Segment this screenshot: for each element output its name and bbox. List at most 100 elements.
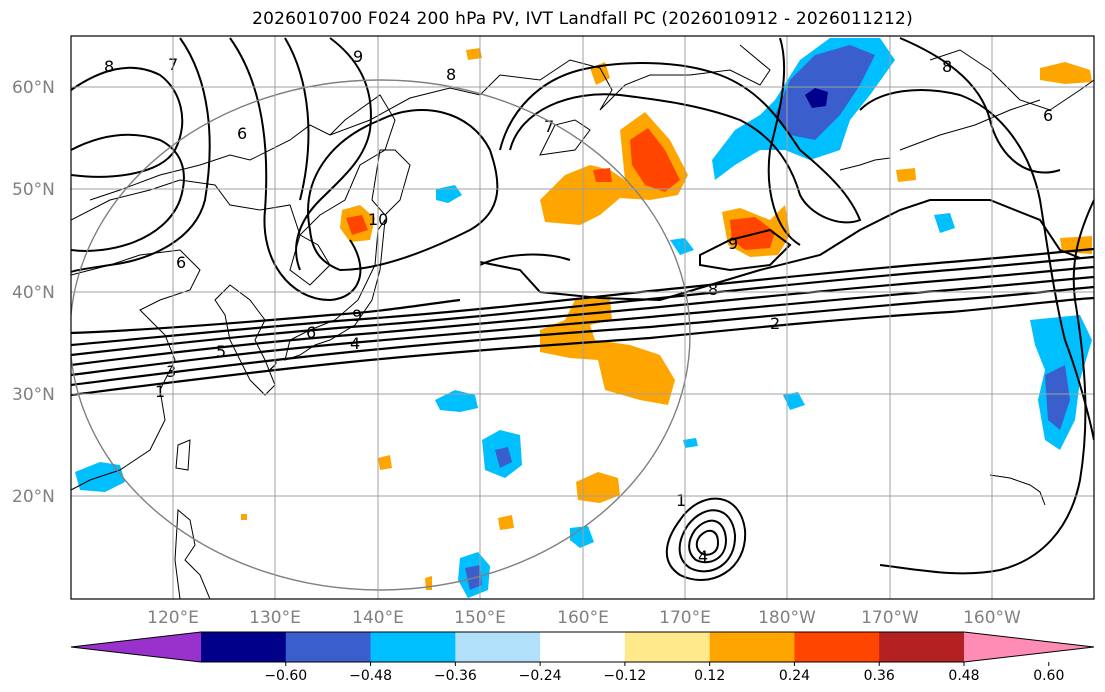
shade-blob [378, 455, 392, 470]
contour-line [71, 296, 1094, 397]
contour-line [71, 298, 461, 335]
contour-line [678, 509, 737, 573]
colorbar-segment [709, 632, 795, 662]
contour-line [699, 228, 792, 272]
shade-blob [495, 447, 512, 468]
colorbar-segment [540, 632, 626, 662]
contour-label: 6 [176, 253, 186, 272]
lon-label: 120°E [147, 608, 199, 628]
shade-blob [896, 168, 916, 182]
colorbar-tick-label: −0.48 [349, 668, 392, 684]
shade-blob [576, 472, 620, 503]
lon-label: 130°E [249, 608, 301, 628]
lat-label: 20°N [12, 487, 55, 507]
contour-label: 8 [446, 65, 456, 84]
contour-label: 2 [770, 314, 780, 333]
shade-blob [466, 48, 482, 60]
colorbar-tick-label: −0.36 [434, 668, 477, 684]
colorbar-outline [70, 631, 1095, 663]
colorbar-tick-label: 0.24 [779, 668, 810, 684]
lat-labels: 60°N 50°N 40°N 30°N 20°N [12, 78, 55, 507]
contour-label: 4 [698, 547, 708, 566]
colorbar-segment [370, 632, 456, 662]
contour-line [71, 265, 1094, 367]
shade-blob [435, 390, 478, 412]
lat-label: 60°N [12, 78, 55, 98]
colorbar: −0.60 −0.48 −0.36 −0.24 −0.12 0.12 0.24 0.36 0.4… [70, 631, 1095, 684]
shade-blob [346, 215, 368, 235]
coastline [175, 439, 191, 471]
shade-blob [498, 515, 514, 530]
pv-contours [71, 37, 1094, 581]
shade-blob [241, 514, 247, 520]
contour-line [307, 109, 499, 272]
coastline [839, 157, 891, 171]
lon-label: 170°W [861, 608, 919, 628]
contour-label: 5 [216, 342, 226, 361]
colorbar-segment [794, 632, 880, 662]
contour-label: 2 [268, 356, 278, 375]
lat-label: 50°N [12, 180, 55, 200]
shade-blob [783, 392, 805, 410]
lon-label: 180°W [758, 608, 816, 628]
lat-label: 40°N [12, 283, 55, 303]
lon-labels: 120°E 130°E 140°E 150°E 160°E 170°E 180°… [147, 608, 1021, 628]
coastline [174, 508, 211, 599]
contour-label: 6 [1043, 106, 1053, 125]
contour-label: 9 [353, 47, 363, 66]
coastlines [71, 44, 1094, 599]
coastline [929, 49, 1094, 111]
colorbar-tick-label: 0.60 [1033, 668, 1064, 684]
gridlines [71, 36, 1094, 599]
colorbar-tick-label: 0.12 [694, 668, 725, 684]
colorbar-tick-label: −0.24 [519, 668, 562, 684]
colorbar-segment [455, 632, 541, 662]
contour-line [479, 199, 1081, 302]
map-frame [70, 35, 1095, 600]
contour-label: 9 [728, 234, 738, 253]
colorbar-extend-high [964, 632, 1094, 662]
coastline [371, 149, 411, 216]
contour-labels: 8 7 6 9 8 7 6 8 9 6 10 6 5 4 3 2 1 9 8 2… [104, 47, 1053, 566]
range-circle-ring [71, 79, 691, 591]
shade-blob [540, 297, 675, 405]
shade-blob [1045, 365, 1070, 430]
contour-line [767, 37, 801, 246]
contour-line [229, 37, 362, 302]
colorbar-tick-label: −0.60 [264, 668, 307, 684]
contour-line [71, 133, 185, 252]
coastline [899, 99, 1041, 151]
coastline [329, 44, 771, 136]
shade-blob [670, 238, 694, 255]
colorbar-segment [624, 632, 711, 662]
contour-label: 8 [104, 57, 114, 76]
contour-label: 6 [306, 323, 316, 342]
contour-line [295, 37, 372, 271]
contour-label: 6 [237, 124, 247, 143]
contour-line [879, 199, 1094, 575]
contour-line [71, 255, 1094, 357]
lon-label: 170°E [659, 608, 711, 628]
lon-label: 140°E [352, 608, 404, 628]
contour-line [71, 285, 1094, 387]
coastline [71, 249, 201, 491]
contour-line [688, 519, 728, 564]
lon-label: 150°E [454, 608, 506, 628]
contour-label: 9 [352, 306, 362, 325]
contour-label: 4 [350, 334, 360, 353]
lat-label: 30°N [12, 385, 55, 405]
contour-label: 1 [676, 491, 686, 510]
coastline [214, 284, 276, 396]
contour-line [71, 247, 1094, 347]
map-title: 2026010700 F024 200 hPa PV, IVT Landfall… [252, 9, 913, 29]
shade-blob [570, 526, 594, 548]
colorbar-segment [879, 632, 965, 662]
contour-label: 3 [166, 362, 176, 381]
shade-blob [805, 88, 828, 108]
contour-line [665, 497, 747, 581]
contour-line [859, 89, 1094, 441]
contour-line [71, 66, 184, 178]
coastline [289, 234, 331, 286]
shade-blob [436, 185, 462, 203]
